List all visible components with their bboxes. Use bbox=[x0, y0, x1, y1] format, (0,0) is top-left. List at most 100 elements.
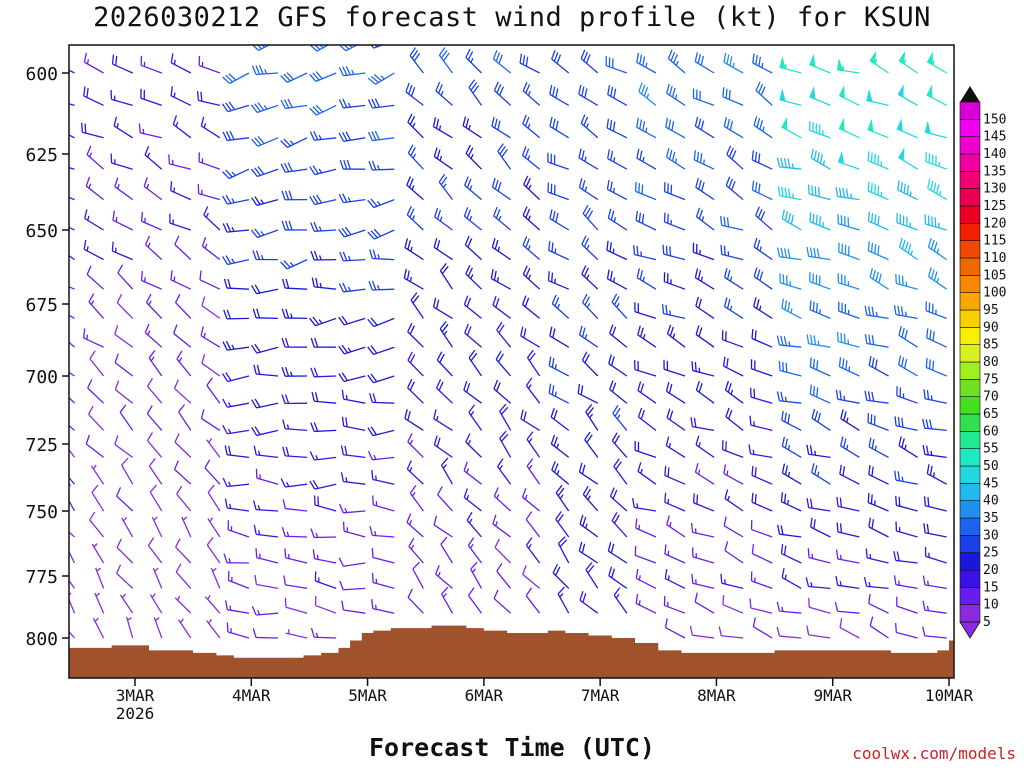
colorbar-swatch bbox=[959, 465, 981, 484]
wind-barb bbox=[201, 237, 221, 261]
wind-barb bbox=[173, 324, 192, 348]
wind-barb bbox=[464, 176, 482, 201]
wind-barb bbox=[636, 268, 657, 290]
wind-barb bbox=[284, 548, 308, 564]
wind-barb bbox=[580, 18, 597, 40]
wind-barb bbox=[144, 323, 163, 348]
wind-barb bbox=[110, 89, 133, 107]
wind-barb bbox=[170, 53, 192, 74]
wind-barb bbox=[210, 567, 221, 589]
colorbar-label: 125 bbox=[983, 199, 1006, 214]
wind-barb bbox=[839, 618, 860, 639]
wind-barb bbox=[407, 379, 424, 404]
wind-barb bbox=[585, 404, 599, 431]
wind-barb bbox=[550, 434, 570, 458]
source-credit[interactable]: coolwx.com/models bbox=[852, 744, 1016, 763]
wind-barb bbox=[781, 463, 802, 485]
wind-barb bbox=[581, 351, 599, 377]
wind-barb bbox=[724, 489, 744, 512]
wind-barb bbox=[435, 379, 453, 404]
wind-barb bbox=[138, 123, 162, 139]
colorbar-label: 25 bbox=[983, 546, 999, 561]
wind-barb bbox=[369, 393, 395, 404]
colorbar-swatch bbox=[959, 223, 981, 241]
x-tick-label: 6MAR bbox=[465, 686, 504, 705]
wind-barb bbox=[406, 206, 424, 231]
wind-barb bbox=[720, 244, 744, 261]
x-tick-label: 5MAR bbox=[348, 686, 387, 705]
wind-barb bbox=[666, 324, 686, 348]
wind-barb bbox=[110, 153, 133, 170]
wind-barb bbox=[223, 33, 249, 42]
wind-barb bbox=[169, 213, 192, 231]
wind-barb bbox=[175, 538, 192, 564]
wind-barb bbox=[222, 425, 250, 435]
y-tick-label: 675 bbox=[25, 295, 58, 316]
wind-barb bbox=[609, 487, 628, 512]
wind-barb bbox=[496, 321, 512, 348]
wind-barb bbox=[695, 20, 714, 41]
wind-barb bbox=[665, 381, 686, 404]
wind-barb bbox=[222, 477, 250, 488]
wind-barb bbox=[896, 118, 918, 139]
wind-barb bbox=[722, 87, 744, 106]
wind-barb bbox=[338, 193, 366, 204]
wind-barb bbox=[519, 53, 540, 74]
wind-barb bbox=[146, 432, 163, 458]
wind-barb bbox=[204, 459, 221, 485]
wind-barb bbox=[695, 435, 715, 458]
wind-barb bbox=[283, 575, 308, 590]
wind-barb bbox=[86, 265, 105, 290]
wind-barb bbox=[751, 180, 773, 201]
wind-barb bbox=[750, 571, 773, 590]
colorbar-label: 145 bbox=[983, 130, 1006, 145]
x-tick-label: 8MAR bbox=[697, 686, 736, 705]
colorbar-swatch bbox=[959, 344, 981, 363]
wind-barb bbox=[207, 517, 221, 538]
wind-barb bbox=[723, 297, 744, 319]
wind-barb bbox=[547, 182, 569, 201]
colorbar-label: 95 bbox=[983, 303, 999, 318]
wind-barb bbox=[433, 435, 453, 458]
wind-barb bbox=[206, 438, 221, 458]
wind-barb bbox=[637, 462, 657, 485]
wind-barb bbox=[467, 587, 483, 614]
wind-barb bbox=[493, 487, 512, 512]
wind-barb bbox=[806, 625, 831, 639]
wind-barb bbox=[663, 182, 686, 201]
wind-barb bbox=[725, 407, 744, 431]
wind-barb bbox=[808, 597, 831, 614]
wind-barb bbox=[92, 617, 105, 639]
wind-barb bbox=[409, 485, 424, 512]
wind-barb bbox=[835, 575, 860, 590]
wind-barb bbox=[407, 351, 424, 377]
wind-barb bbox=[113, 116, 134, 139]
wind-barb bbox=[694, 592, 715, 614]
wind-barb bbox=[926, 25, 947, 41]
wind-barb bbox=[462, 22, 482, 41]
wind-barb bbox=[174, 595, 192, 614]
wind-barb bbox=[521, 146, 541, 170]
wind-barb bbox=[898, 147, 918, 170]
wind-barb bbox=[55, 21, 75, 40]
wind-barb bbox=[367, 198, 395, 209]
wind-barb bbox=[924, 546, 947, 564]
wind-barb bbox=[580, 114, 599, 139]
wind-barb bbox=[463, 295, 482, 319]
wind-barb bbox=[495, 350, 512, 377]
wind-barb bbox=[200, 116, 221, 139]
colorbar-label: 20 bbox=[983, 563, 999, 578]
colorbar-swatch bbox=[959, 604, 981, 623]
wind-barb bbox=[809, 53, 831, 74]
wind-barb bbox=[522, 565, 541, 589]
wind-barb bbox=[89, 350, 105, 377]
wind-barb bbox=[433, 147, 453, 170]
x-tick-label: 10MAR bbox=[925, 686, 974, 705]
colorbar-label: 140 bbox=[983, 147, 1006, 162]
wind-barb bbox=[809, 86, 831, 106]
wind-barb bbox=[922, 418, 947, 432]
wind-barb bbox=[490, 269, 511, 290]
wind-barb bbox=[695, 178, 715, 201]
wind-barb bbox=[577, 383, 599, 404]
wind-barb bbox=[285, 629, 308, 639]
